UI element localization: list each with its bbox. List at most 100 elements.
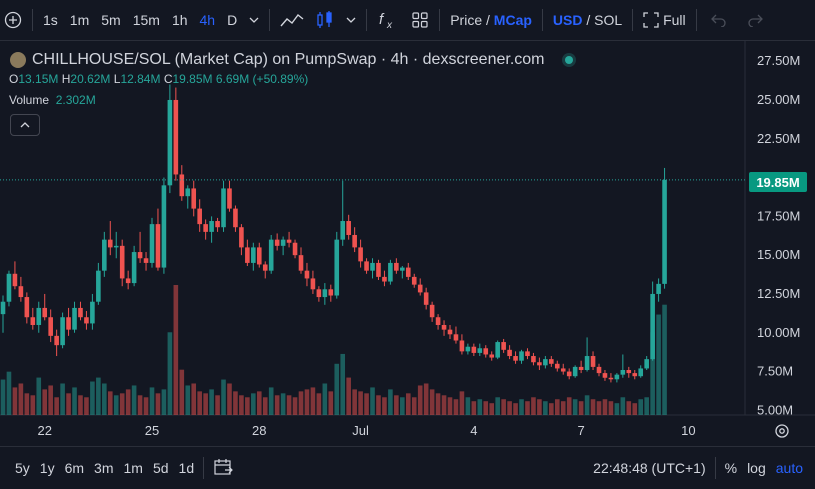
volume-bar — [650, 332, 655, 415]
volume-bar — [382, 397, 387, 415]
candle-body — [322, 289, 328, 298]
range-1y[interactable]: 1y — [39, 460, 55, 476]
volume-bar — [233, 391, 238, 415]
layout-grid-icon[interactable] — [405, 0, 435, 40]
volume-bar — [262, 397, 268, 415]
interval-dropdown-chevron-icon[interactable] — [243, 0, 265, 40]
candle-body — [42, 307, 48, 318]
add-indicator-icon[interactable] — [0, 0, 28, 40]
svg-text:f: f — [379, 11, 385, 28]
candle-body — [423, 292, 429, 305]
volume-bar — [376, 395, 381, 415]
interval-15m[interactable]: 15m — [132, 12, 160, 28]
log-scale-toggle[interactable]: log — [747, 460, 766, 476]
y-tick-label: 17.50M — [757, 208, 800, 223]
y-tick-label: 27.50M — [757, 53, 800, 68]
candles-icon[interactable] — [310, 0, 340, 40]
chart-type-chevron-icon[interactable] — [340, 0, 362, 40]
full-label: Full — [663, 12, 686, 28]
interval-5m[interactable]: 5m — [101, 12, 121, 28]
y-tick-label: 10.00M — [757, 325, 800, 340]
chart-settings-icon[interactable] — [775, 424, 789, 438]
undo-icon[interactable] — [701, 0, 737, 40]
candle-body — [626, 369, 632, 374]
clock-time[interactable]: 22:48:48 (UTC+1) — [593, 460, 706, 476]
candle-body — [483, 348, 489, 355]
volume-bar — [400, 397, 405, 415]
high-label: H — [61, 72, 71, 86]
candle-body — [239, 227, 244, 248]
volume-bar — [60, 383, 65, 415]
volume-bar — [388, 389, 393, 415]
percent-scale-toggle[interactable]: % — [724, 460, 738, 476]
volume-bar — [394, 395, 399, 415]
candle-body — [465, 346, 471, 352]
volume-bar — [405, 393, 411, 415]
candle-body — [352, 234, 357, 248]
volume-bar — [72, 387, 77, 415]
auto-scale-toggle[interactable]: auto — [775, 460, 803, 476]
divider — [269, 9, 271, 31]
volume-bar — [113, 395, 119, 415]
volume-bar — [519, 399, 524, 415]
candle-body — [328, 289, 334, 296]
line-chart-icon[interactable] — [274, 0, 310, 40]
volume-bar — [203, 393, 208, 415]
range-1d[interactable]: 1d — [178, 460, 195, 476]
redo-icon[interactable] — [737, 0, 773, 40]
candle-body — [215, 221, 220, 228]
candle-body — [90, 301, 95, 324]
candle-body — [143, 258, 149, 263]
candle-body — [596, 366, 602, 374]
interval-1s[interactable]: 1s — [43, 12, 58, 28]
price-label: Price — [450, 12, 483, 28]
x-tick-label: Jul — [352, 423, 369, 438]
candle-body — [18, 286, 24, 298]
volume-bar — [316, 393, 322, 415]
volume-bar — [292, 397, 298, 415]
volume-bar — [191, 383, 197, 415]
candle-body — [221, 188, 226, 228]
candle-body — [149, 224, 155, 263]
candle-body — [84, 317, 89, 324]
collapse-legend-button[interactable] — [10, 114, 40, 136]
volume-bar — [137, 395, 143, 415]
volume-bar — [143, 397, 149, 415]
range-1m[interactable]: 1m — [123, 460, 143, 476]
range-3m[interactable]: 3m — [94, 460, 114, 476]
volume-bar — [125, 389, 131, 415]
range-6m[interactable]: 6m — [64, 460, 85, 476]
price-mcap-toggle[interactable]: Price / MCap — [444, 0, 538, 40]
candle-body — [245, 247, 250, 263]
volume-bar — [489, 403, 495, 415]
currency-toggle[interactable]: USD / SOL — [547, 0, 628, 40]
candle-body — [411, 276, 417, 285]
volume-bar — [543, 401, 548, 415]
candle-body — [620, 369, 626, 375]
volume-bar — [221, 379, 226, 415]
volume-bar — [495, 397, 500, 415]
candle-body — [54, 335, 59, 346]
candle-body — [495, 342, 500, 358]
date-range-icon[interactable] — [208, 458, 238, 479]
candle-body — [262, 264, 268, 271]
candle-body — [638, 368, 644, 377]
candle-body — [501, 342, 506, 350]
range-5d[interactable]: 5d — [152, 460, 169, 476]
volume-bar — [411, 397, 417, 415]
interval-1m[interactable]: 1m — [69, 12, 90, 28]
candle-body — [268, 239, 274, 271]
current-price-tag: 19.85M — [749, 172, 807, 192]
volume-bar — [584, 395, 590, 415]
interval-d[interactable]: D — [227, 12, 238, 28]
volume-legend: Volume 2.302M — [9, 93, 96, 107]
range-5y[interactable]: 5y — [15, 460, 30, 476]
chart-legend: CHILLHOUSE/SOL (Market Cap) on PumpSwap … — [10, 51, 573, 69]
candlestick-chart[interactable]: 27.50M25.00M22.50M20.00M17.50M15.00M12.5… — [0, 41, 815, 446]
fullscreen-button[interactable]: Full — [637, 0, 691, 40]
volume-bar — [119, 393, 125, 415]
candle-body — [525, 351, 530, 357]
interval-4h[interactable]: 4h — [199, 12, 216, 28]
interval-1h[interactable]: 1h — [171, 12, 188, 28]
